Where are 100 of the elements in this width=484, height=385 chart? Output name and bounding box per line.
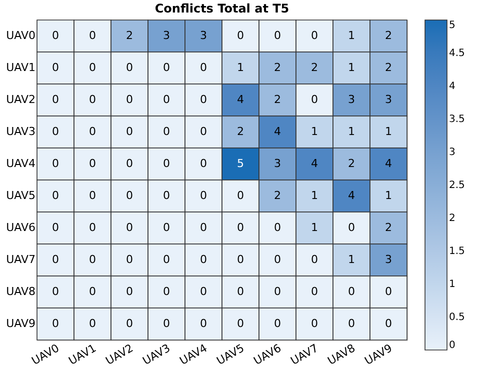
data-label: 0 bbox=[126, 157, 133, 170]
data-label: 0 bbox=[163, 125, 170, 138]
y-tick-label: UAV3 bbox=[6, 125, 36, 138]
data-label: 2 bbox=[385, 221, 392, 234]
data-label: 0 bbox=[311, 253, 318, 266]
data-label: 0 bbox=[52, 189, 59, 202]
y-tick-label: UAV2 bbox=[6, 93, 36, 106]
y-tick-label: UAV4 bbox=[6, 157, 36, 170]
data-label: 1 bbox=[348, 253, 355, 266]
data-label: 0 bbox=[237, 317, 244, 330]
data-label: 0 bbox=[163, 61, 170, 74]
data-label: 0 bbox=[163, 189, 170, 202]
data-label: 0 bbox=[311, 93, 318, 106]
data-label: 1 bbox=[348, 125, 355, 138]
color-bar-label: 2.5 bbox=[449, 180, 465, 191]
y-tick-label: UAV6 bbox=[6, 221, 36, 234]
color-bar-label: 2 bbox=[449, 213, 456, 224]
data-label: 0 bbox=[89, 189, 96, 202]
data-label: 0 bbox=[89, 285, 96, 298]
data-label: 0 bbox=[52, 285, 59, 298]
data-label: 0 bbox=[89, 29, 96, 42]
data-label: 0 bbox=[52, 253, 59, 266]
data-label: 0 bbox=[237, 29, 244, 42]
data-label: 0 bbox=[274, 221, 281, 234]
data-label: 0 bbox=[274, 285, 281, 298]
color-bar-label: 3.5 bbox=[449, 114, 465, 125]
color-bar-label: 1.5 bbox=[449, 246, 465, 257]
data-label: 4 bbox=[237, 93, 244, 106]
data-label: 1 bbox=[311, 189, 318, 202]
data-label: 0 bbox=[52, 157, 59, 170]
data-label: 0 bbox=[200, 285, 207, 298]
data-label: 2 bbox=[385, 61, 392, 74]
data-label: 0 bbox=[126, 221, 133, 234]
data-label: 0 bbox=[126, 125, 133, 138]
data-label: 0 bbox=[52, 317, 59, 330]
data-label: 5 bbox=[237, 157, 244, 170]
color-bar-label: 3 bbox=[449, 147, 456, 158]
data-label: 3 bbox=[385, 93, 392, 106]
data-label: 0 bbox=[126, 317, 133, 330]
data-label: 0 bbox=[237, 253, 244, 266]
data-label: 0 bbox=[89, 61, 96, 74]
data-label: 4 bbox=[385, 157, 392, 170]
data-label: 0 bbox=[200, 221, 207, 234]
data-label: 4 bbox=[274, 125, 281, 138]
data-label: 4 bbox=[348, 189, 355, 202]
data-label: 0 bbox=[200, 125, 207, 138]
data-label: 0 bbox=[89, 125, 96, 138]
data-label: 0 bbox=[274, 253, 281, 266]
data-label: 0 bbox=[385, 285, 392, 298]
y-tick-label: UAV5 bbox=[6, 189, 36, 202]
data-label: 0 bbox=[274, 317, 281, 330]
data-label: 2 bbox=[311, 61, 318, 74]
data-label: 0 bbox=[126, 61, 133, 74]
data-label: 0 bbox=[348, 285, 355, 298]
data-label: 2 bbox=[274, 93, 281, 106]
data-label: 0 bbox=[52, 125, 59, 138]
data-label: 2 bbox=[126, 29, 133, 42]
data-label: 0 bbox=[163, 253, 170, 266]
data-label: 3 bbox=[385, 253, 392, 266]
data-label: 0 bbox=[200, 93, 207, 106]
y-tick-label: UAV7 bbox=[6, 253, 36, 266]
color-bar-label: 4 bbox=[449, 81, 456, 92]
color-bar-label: 0 bbox=[449, 340, 456, 351]
data-label: 0 bbox=[163, 317, 170, 330]
data-label: 0 bbox=[89, 317, 96, 330]
data-label: 0 bbox=[274, 29, 281, 42]
data-label: 2 bbox=[274, 189, 281, 202]
data-label: 0 bbox=[237, 221, 244, 234]
data-label: 0 bbox=[163, 221, 170, 234]
data-label: 3 bbox=[200, 29, 207, 42]
data-label: 1 bbox=[348, 29, 355, 42]
data-label: 0 bbox=[52, 93, 59, 106]
color-bar-label: 0.5 bbox=[449, 312, 465, 323]
data-label: 0 bbox=[126, 253, 133, 266]
data-label: 1 bbox=[237, 61, 244, 74]
data-label: 0 bbox=[89, 253, 96, 266]
color-bar-label: 1 bbox=[449, 279, 456, 290]
data-label: 1 bbox=[311, 125, 318, 138]
data-label: 0 bbox=[385, 317, 392, 330]
data-label: 1 bbox=[311, 221, 318, 234]
data-label: 2 bbox=[237, 125, 244, 138]
data-label: 0 bbox=[52, 29, 59, 42]
y-tick-label: UAV1 bbox=[6, 61, 36, 74]
data-label: 0 bbox=[52, 61, 59, 74]
data-label: 0 bbox=[126, 189, 133, 202]
data-label: 3 bbox=[274, 157, 281, 170]
data-label: 0 bbox=[200, 61, 207, 74]
data-label: 0 bbox=[126, 285, 133, 298]
data-label: 0 bbox=[200, 253, 207, 266]
data-label: 0 bbox=[89, 93, 96, 106]
data-label: 2 bbox=[274, 61, 281, 74]
data-label: 0 bbox=[163, 157, 170, 170]
data-label: 1 bbox=[348, 61, 355, 74]
data-label: 0 bbox=[311, 285, 318, 298]
y-tick-label: UAV9 bbox=[6, 317, 36, 330]
data-label: 0 bbox=[52, 221, 59, 234]
data-label: 0 bbox=[89, 221, 96, 234]
data-label: 0 bbox=[237, 285, 244, 298]
chart-title: Conflicts Total at T5 bbox=[154, 2, 290, 16]
color-bar-label: 5 bbox=[449, 20, 456, 31]
